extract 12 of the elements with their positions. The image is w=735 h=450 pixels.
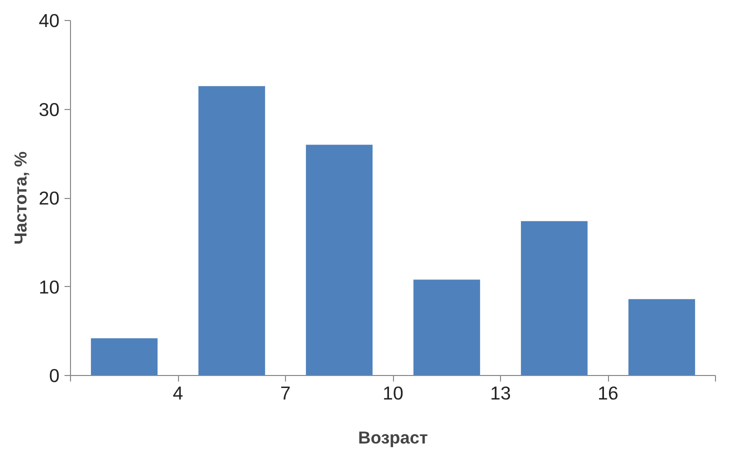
x-tick-label: 7 [280, 382, 291, 404]
y-tick-label: 10 [38, 276, 60, 298]
x-tick-label: 4 [172, 382, 184, 404]
y-tick-label: 20 [38, 188, 60, 208]
y-tick-label: 40 [38, 10, 60, 31]
y-axis-title: Частота, % [10, 151, 31, 245]
x-tick-label: 10 [382, 382, 404, 404]
y-tick-label: 30 [38, 98, 60, 120]
x-axis-title: Возраст [358, 428, 428, 448]
y-tick-label: 0 [49, 365, 60, 386]
x-tick-label: 13 [490, 382, 511, 404]
x-tick-label: 16 [598, 382, 618, 404]
